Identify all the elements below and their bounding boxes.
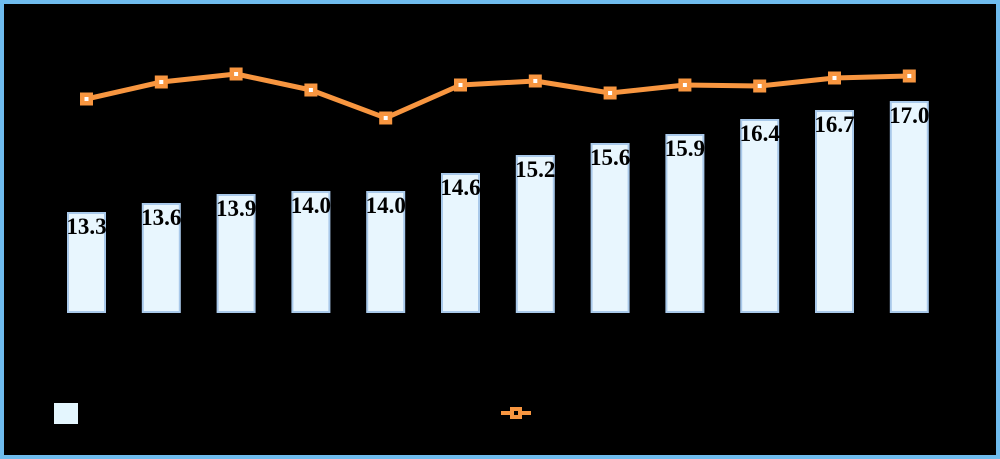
trend-line-marker-center <box>84 97 89 101</box>
trend-line-marker-center <box>608 91 613 95</box>
trend-line-marker-center <box>458 83 463 87</box>
bar <box>67 212 106 313</box>
legend-bar-swatch <box>54 403 78 424</box>
trend-line-marker-center <box>533 79 538 83</box>
bar <box>366 191 406 313</box>
bar <box>665 134 705 313</box>
bar <box>740 119 780 313</box>
bar <box>216 194 256 313</box>
bar <box>441 173 480 313</box>
bar-value-label: 13.3 <box>66 214 106 239</box>
bar <box>889 101 929 313</box>
bar-value-label: 16.7 <box>814 112 854 137</box>
bar-value-label: 15.6 <box>590 145 630 170</box>
bar <box>815 110 854 313</box>
bar-value-label: 16.4 <box>740 121 781 146</box>
bar <box>141 203 181 313</box>
bar <box>291 191 331 313</box>
trend-line-marker-center <box>383 116 388 120</box>
legend-line-marker-center <box>514 411 518 415</box>
bar-value-label: 13.9 <box>216 196 256 221</box>
bar <box>515 155 555 313</box>
bar-value-label: 13.6 <box>141 205 181 230</box>
bar-value-label: 15.2 <box>515 157 555 182</box>
trend-line-marker-center <box>832 76 837 80</box>
bar-value-label: 17.0 <box>889 103 929 128</box>
trend-line-marker-center <box>682 83 687 87</box>
trend-line-marker-center <box>234 72 239 76</box>
bar-value-label: 14.6 <box>440 175 480 200</box>
bar-value-label: 15.9 <box>665 136 705 161</box>
bar-value-label: 14.0 <box>366 193 406 218</box>
bar-value-label: 14.0 <box>291 193 331 218</box>
trend-line <box>85 71 910 121</box>
bar <box>590 143 630 313</box>
trend-line-marker-center <box>757 84 762 88</box>
trend-line-marker-center <box>907 74 912 78</box>
trend-line-marker-center <box>159 80 164 84</box>
trend-line-marker-center <box>308 88 313 92</box>
